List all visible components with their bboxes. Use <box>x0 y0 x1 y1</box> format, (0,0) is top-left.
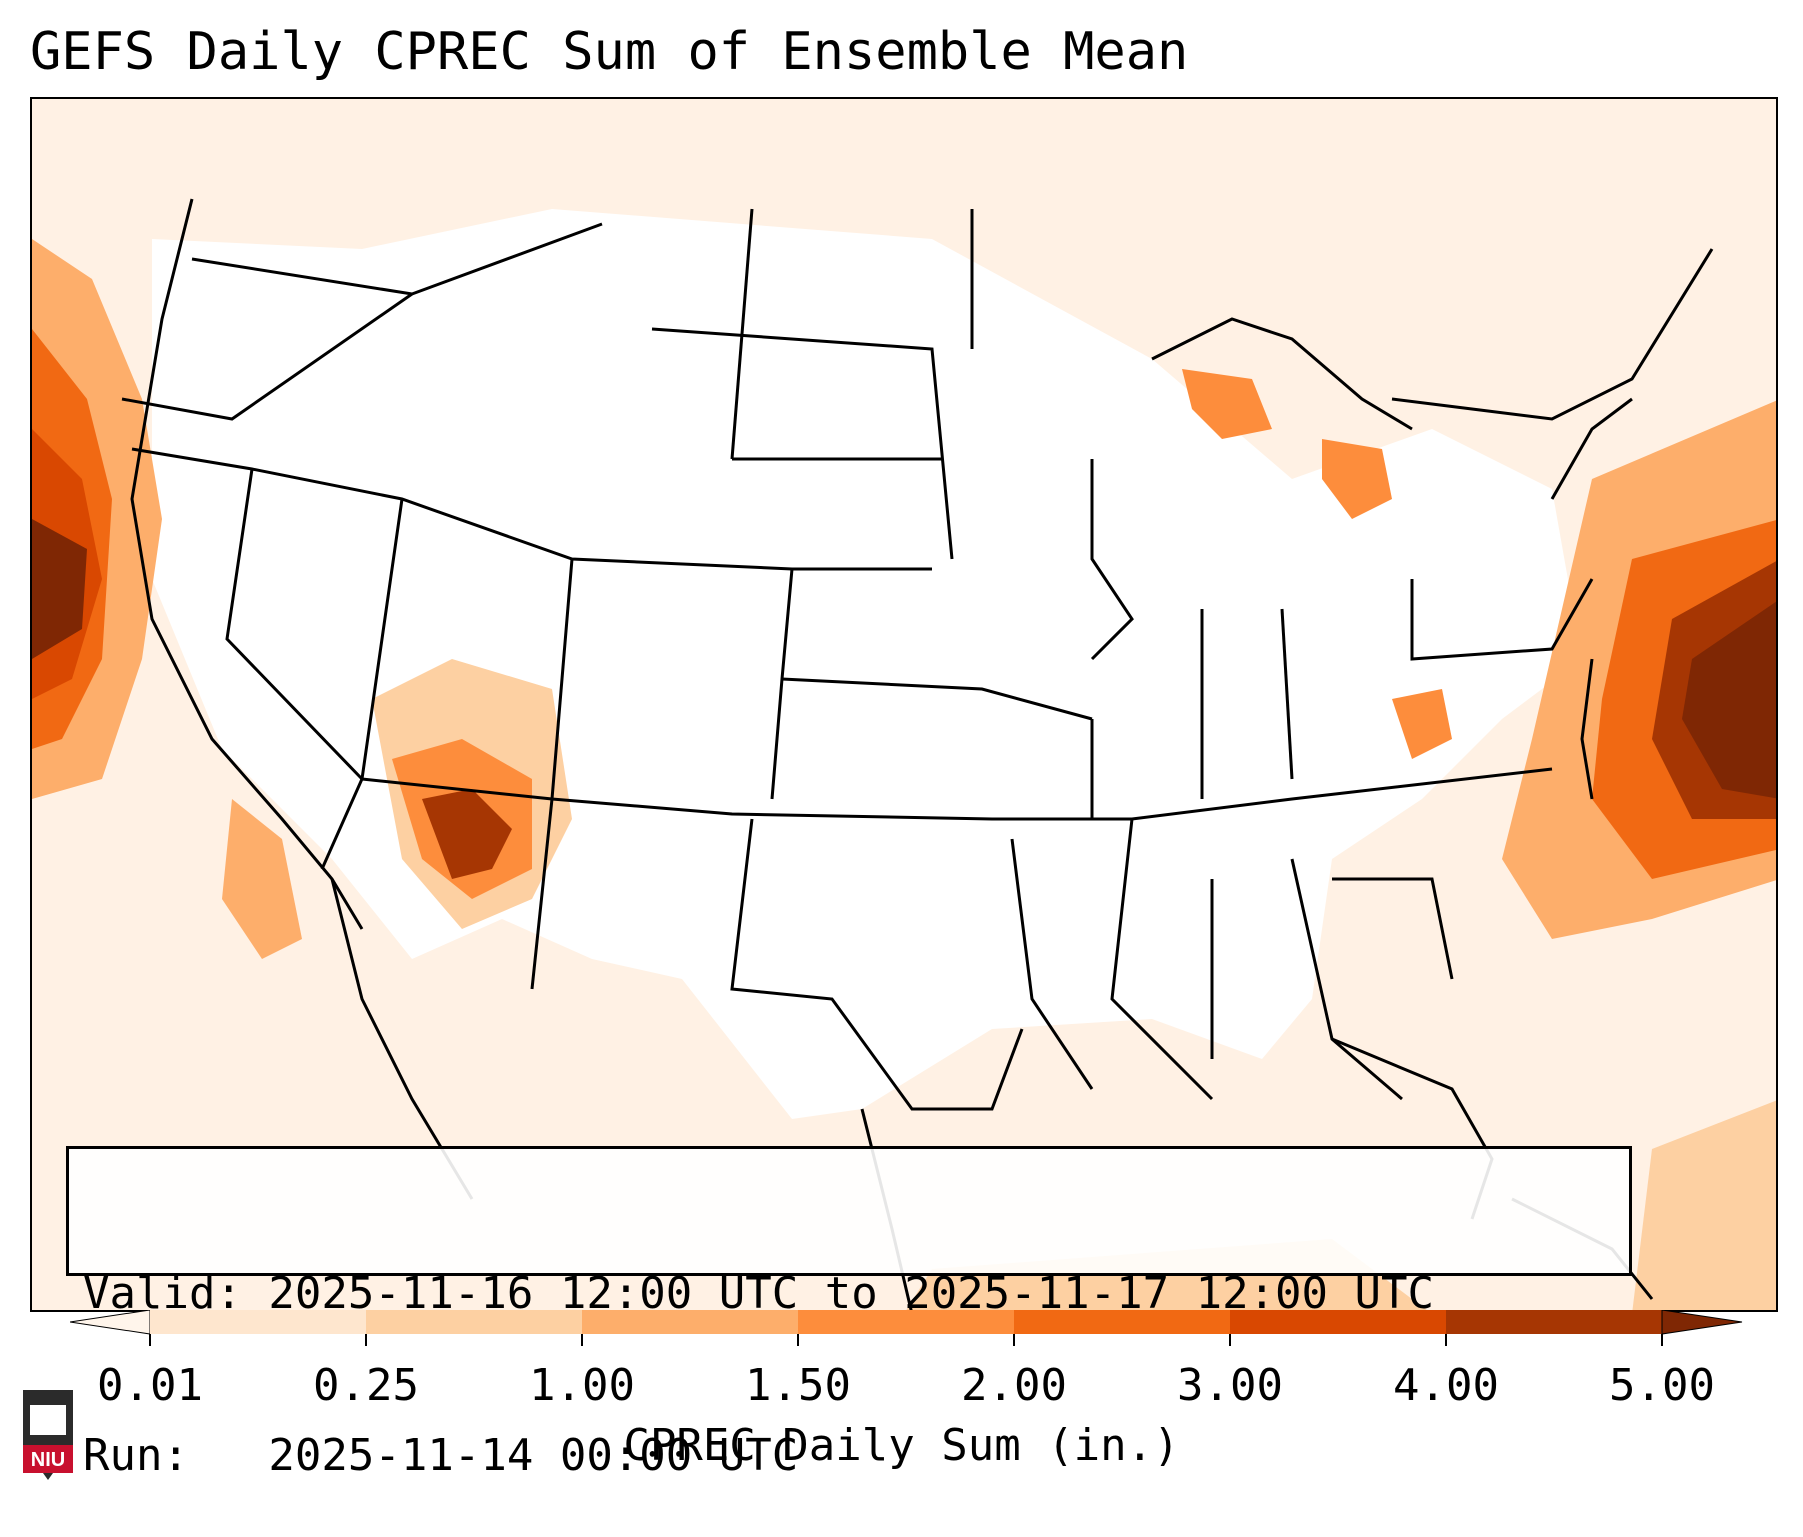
colorbar-ticks <box>149 1334 1663 1346</box>
colorbar-segment <box>1230 1310 1446 1334</box>
tick-label-4: 2.00 <box>961 1360 1067 1411</box>
colorbar-segments <box>70 1310 1743 1335</box>
tick-label-3: 1.50 <box>745 1360 851 1411</box>
colorbar-segment <box>582 1310 798 1334</box>
tick-label-2: 1.00 <box>529 1360 635 1411</box>
map-title: GEFS Daily CPREC Sum of Ensemble Mean <box>30 22 1189 82</box>
tick-label-1: 0.25 <box>313 1360 419 1411</box>
map-canvas <box>32 99 1776 1310</box>
colorbar-extend-low <box>70 1310 151 1335</box>
colorbar-segment <box>1446 1310 1662 1334</box>
colorbar-segment <box>150 1310 366 1334</box>
colorbar-extend-high <box>1661 1310 1743 1335</box>
niu-logo: NIU <box>23 1390 73 1480</box>
logo-text: NIU <box>31 1449 65 1471</box>
valid-run-box: Valid: 2025-11-16 12:00 UTC to 2025-11-1… <box>66 1146 1632 1481</box>
run-time-text: Run: 2025-11-14 00:00 UTC <box>83 1430 799 1481</box>
precip-areas <box>32 239 1776 1310</box>
logo-band <box>23 1445 73 1473</box>
tick-label-5: 3.00 <box>1177 1360 1283 1411</box>
precip-map <box>30 97 1778 1312</box>
tick-label-7: 5.00 <box>1609 1360 1715 1411</box>
colorbar-segment <box>366 1310 582 1334</box>
state-borders <box>121 198 1714 1310</box>
logo-tower <box>30 1405 66 1435</box>
colorbar <box>70 1310 1743 1346</box>
tick-label-6: 4.00 <box>1393 1360 1499 1411</box>
colorbar-segment <box>1014 1310 1230 1334</box>
tick-label-0: 0.01 <box>97 1360 203 1411</box>
colorbar-label: CPREC Daily Sum (in.) <box>623 1420 1180 1471</box>
colorbar-segment <box>798 1310 1014 1334</box>
